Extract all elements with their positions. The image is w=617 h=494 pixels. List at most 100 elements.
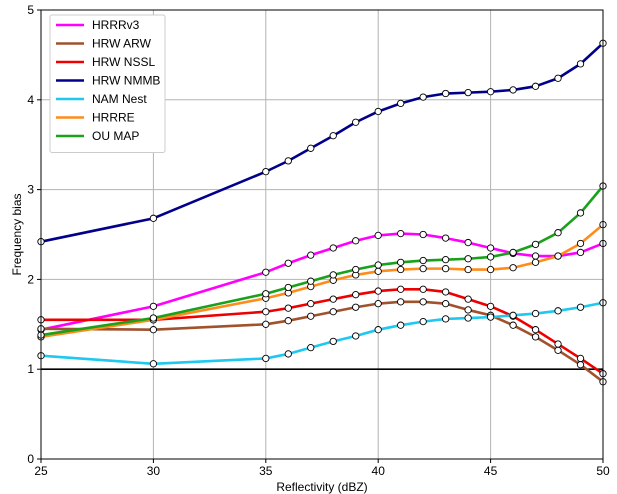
point-nam-nest-14: [531, 309, 540, 318]
point-hrw-nmmb-14: [531, 82, 540, 90]
point-hrrre-11: [464, 265, 472, 274]
point-hrw-nmmb-16: [576, 60, 585, 68]
point-ou-map-12: [486, 253, 495, 261]
point-hrw-nssl-9: [419, 285, 427, 293]
x-tick-label-45: 45: [484, 464, 498, 478]
point-hrrrv3-4: [307, 251, 315, 259]
point-hrrrv3-10: [441, 234, 450, 242]
point-ou-map-5: [329, 271, 337, 279]
point-ou-map-8: [397, 258, 405, 266]
point-hrrrv3-11: [464, 238, 472, 247]
point-nam-nest-1: [149, 360, 158, 368]
point-hrw-arw-2: [262, 320, 270, 328]
point-nam-nest-2: [262, 354, 270, 363]
point-nam-nest-15: [554, 307, 562, 315]
point-hrrre-8: [397, 265, 405, 274]
series-points: [37, 39, 607, 386]
x-tick-label-35: 35: [259, 464, 273, 478]
point-hrw-arw-6: [352, 303, 360, 311]
series-line-hrw-nmmb: [40, 42, 604, 243]
legend-label-hrw-nssl: HRW NSSL: [92, 55, 155, 69]
point-ou-map-14: [531, 240, 540, 249]
point-hrrrv3-8: [397, 229, 405, 238]
legend-label-hrrre: HRRRE: [92, 111, 135, 125]
point-hrrrv3-12: [486, 244, 495, 252]
point-hrw-nmmb-15: [554, 74, 562, 82]
point-hrw-arw-8: [397, 298, 405, 306]
point-hrw-nssl-3: [284, 304, 292, 312]
point-hrw-arw-3: [284, 317, 292, 325]
point-hrrrv3-6: [352, 237, 360, 245]
point-ou-map-9: [419, 256, 427, 265]
point-hrw-nssl-8: [397, 285, 405, 293]
x-axis-ticks: 25 30 35 40 45 50: [34, 459, 610, 478]
point-hrw-nmmb-12: [486, 88, 495, 96]
point-hrw-nssl-10: [441, 288, 450, 296]
point-hrw-nmmb-3: [284, 157, 292, 165]
point-hrrrv3-9: [419, 230, 427, 239]
point-hrw-nssl-5: [329, 295, 337, 303]
series-line-ou-map: [40, 185, 604, 337]
point-nam-nest-5: [329, 337, 337, 346]
point-hrrre-9: [419, 264, 427, 273]
y-tick-label-4: 4: [27, 93, 34, 107]
point-hrw-arw-5: [329, 308, 337, 316]
point-ou-map-3: [284, 283, 292, 292]
x-axis-label: Reflectivity (dBZ): [276, 480, 367, 494]
point-nam-nest-7: [374, 326, 382, 334]
point-nam-nest-13: [509, 311, 517, 319]
point-hrw-arw-4: [307, 312, 315, 320]
series-line-hrrre: [40, 223, 604, 339]
point-hrw-nssl-14: [531, 326, 540, 334]
y-axis-ticks: 0 1 2 3 4 5: [27, 3, 41, 466]
point-hrw-arw-11: [464, 306, 472, 314]
legend: HRRRv3 HRW ARW HRW NSSL HRW NMMB NAM Nest HRR…: [49, 14, 166, 153]
legend-label-hrrrv3: HRRRv3: [92, 18, 140, 32]
point-nam-nest-10: [441, 315, 450, 323]
y-tick-label-3: 3: [27, 183, 34, 197]
point-hrw-arw-10: [441, 299, 450, 308]
x-tick-label-25: 25: [34, 464, 48, 478]
point-hrw-arw-16: [576, 361, 585, 369]
x-tick-label-30: 30: [147, 464, 161, 478]
point-hrw-nssl-7: [374, 287, 382, 295]
point-hrw-nssl-11: [464, 295, 472, 303]
y-tick-label-1: 1: [27, 362, 34, 376]
series-line-hrrrv3: [40, 232, 604, 331]
point-hrrrv3-7: [374, 231, 382, 240]
y-tick-label-2: 2: [27, 272, 34, 286]
point-hrrre-12: [486, 265, 495, 274]
plot-frame: [40, 9, 604, 460]
point-hrw-nssl-12: [486, 302, 495, 310]
y-axis-label: Frequency bias: [10, 193, 24, 275]
point-hrrrv3-2: [262, 268, 270, 276]
point-nam-nest-12: [486, 313, 495, 321]
point-hrw-nmmb-9: [419, 93, 427, 101]
point-ou-map-7: [374, 261, 382, 269]
point-hrrrv3-16: [576, 248, 585, 257]
series-line-nam-nest: [40, 301, 604, 366]
point-hrw-nmmb-11: [464, 88, 472, 97]
series-line-hrw-arw: [40, 300, 604, 383]
point-hrw-nmmb-6: [352, 118, 360, 126]
point-hrw-nmmb-5: [329, 132, 337, 140]
legend-label-hrw-arw: HRW ARW: [92, 37, 152, 51]
point-hrrre-15: [554, 252, 562, 260]
point-hrw-nmmb-10: [441, 89, 450, 98]
point-hrw-arw-13: [509, 321, 517, 329]
point-hrw-nssl-6: [352, 291, 360, 299]
point-hrw-arw-15: [554, 346, 562, 354]
point-hrrre-10: [441, 264, 450, 273]
point-nam-nest-8: [397, 321, 405, 329]
point-hrrrv3-14: [531, 252, 540, 260]
point-hrrre-13: [509, 264, 517, 272]
point-hrw-arw-14: [531, 333, 540, 341]
point-ou-map-11: [464, 255, 472, 263]
point-hrw-nssl-15: [554, 340, 562, 348]
point-hrw-nssl-4: [307, 299, 315, 308]
point-hrw-nmmb-8: [397, 99, 405, 108]
point-hrrre-16: [576, 239, 585, 248]
point-nam-nest-9: [419, 317, 427, 326]
point-hrw-nmmb-2: [262, 167, 270, 176]
